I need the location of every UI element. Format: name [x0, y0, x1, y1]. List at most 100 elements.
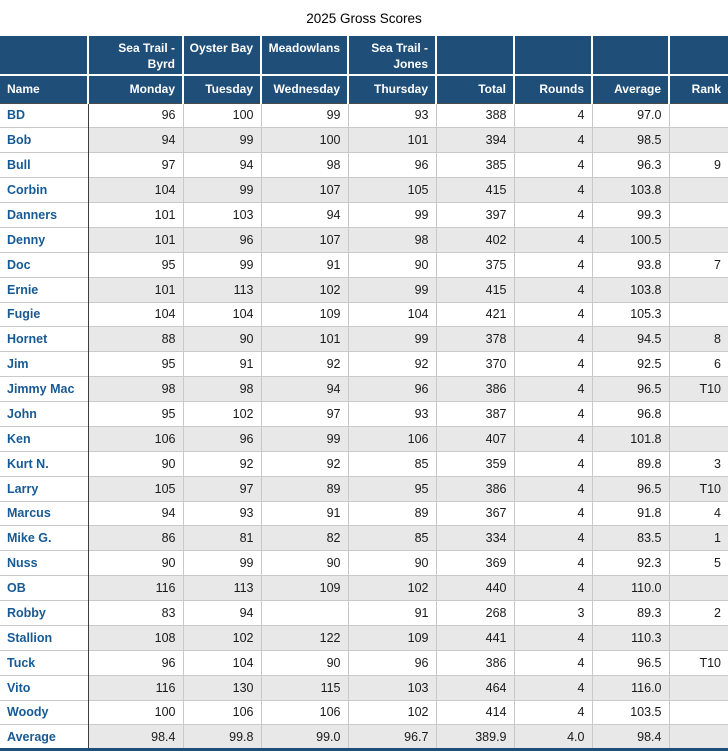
player-name-cell: Ernie: [0, 276, 89, 302]
rank-cell: [668, 102, 728, 128]
wednesday-score-cell: 92: [260, 351, 348, 377]
wednesday-score-cell: 109: [260, 301, 348, 327]
column-header-wednesday: Wednesday: [260, 75, 348, 104]
rounds-cell: 4: [513, 276, 592, 302]
rank-cell: [668, 401, 728, 427]
rounds-cell: 4: [513, 674, 592, 700]
player-name-cell: Vito: [0, 674, 89, 700]
monday-score-cell: 108: [87, 624, 183, 651]
tuesday-score-cell: 104: [182, 301, 261, 327]
total-cell: 415: [435, 276, 514, 302]
monday-score-cell: 90: [87, 450, 183, 477]
course-header-oyster-bay: Oyster Bay: [182, 36, 261, 76]
player-name-cell: Tuck: [0, 649, 89, 676]
average-cell: 110.0: [591, 575, 669, 601]
wednesday-score-cell: 98: [260, 152, 348, 178]
thursday-score-cell: 99: [347, 326, 436, 352]
rank-cell: [668, 425, 728, 452]
total-cell: 415: [435, 177, 514, 203]
tuesday-score-cell: 90: [182, 326, 261, 352]
thursday-score-cell: 96.7: [347, 724, 436, 752]
tuesday-score-cell: 96: [182, 226, 261, 253]
thursday-score-cell: 103: [347, 674, 436, 700]
player-name-cell: Mike G.: [0, 525, 89, 551]
tuesday-score-cell: 99: [182, 550, 261, 576]
average-cell: 97.0: [591, 102, 669, 128]
rank-cell: [668, 127, 728, 153]
rank-cell: [668, 674, 728, 700]
course-header-sea-trail-jones: Sea Trail - Jones: [347, 36, 436, 76]
wednesday-score-cell: 99: [260, 425, 348, 452]
monday-score-cell: 94: [87, 127, 183, 153]
course-header-blank: [435, 36, 514, 76]
tuesday-score-cell: 103: [182, 202, 261, 228]
column-header-average: Average: [591, 75, 669, 104]
thursday-score-cell: 92: [347, 351, 436, 377]
rounds-cell: 4: [513, 525, 592, 551]
rounds-cell: 4: [513, 450, 592, 477]
column-header-rank: Rank: [668, 75, 728, 104]
monday-score-cell: 104: [87, 177, 183, 203]
rank-cell: [668, 202, 728, 228]
rank-cell: [668, 724, 728, 752]
rank-cell: [668, 575, 728, 601]
table-row: Jimmy Mac 98 98 94 96 386 4 96.5 T10: [0, 376, 728, 402]
wednesday-score-cell: [260, 600, 348, 626]
average-cell: 110.3: [591, 624, 669, 651]
table-row: Stallion 108 102 122 109 441 4 110.3: [0, 624, 728, 651]
rank-cell: 1: [668, 525, 728, 551]
average-cell: 91.8: [591, 500, 669, 526]
average-cell: 94.5: [591, 326, 669, 352]
wednesday-score-cell: 109: [260, 575, 348, 601]
player-name-cell: Robby: [0, 600, 89, 626]
player-name-cell: Jim: [0, 351, 89, 377]
column-header-name: Name: [0, 75, 88, 104]
column-header-thursday: Thursday: [347, 75, 436, 104]
monday-score-cell: 101: [87, 226, 183, 253]
rank-cell: 9: [668, 152, 728, 178]
table-body: BD 96 100 99 93 388 4 97.0 Bob 94 99 100…: [0, 102, 728, 752]
rounds-cell: 4: [513, 550, 592, 576]
total-cell: 386: [435, 376, 514, 402]
rank-cell: 5: [668, 550, 728, 576]
rank-cell: 8: [668, 326, 728, 352]
tuesday-score-cell: 93: [182, 500, 261, 526]
monday-score-cell: 97: [87, 152, 183, 178]
table-row: Marcus 94 93 91 89 367 4 91.8 4: [0, 500, 728, 526]
course-header-blank: [513, 36, 592, 76]
thursday-score-cell: 91: [347, 600, 436, 626]
rank-cell: T10: [668, 475, 728, 501]
rank-cell: [668, 699, 728, 725]
thursday-score-cell: 96: [347, 152, 436, 178]
thursday-score-cell: 96: [347, 649, 436, 676]
player-name-cell: Kurt N.: [0, 450, 89, 477]
monday-score-cell: 105: [87, 475, 183, 501]
average-cell: 96.5: [591, 649, 669, 676]
thursday-score-cell: 90: [347, 550, 436, 576]
rank-cell: 4: [668, 500, 728, 526]
wednesday-score-cell: 94: [260, 202, 348, 228]
rounds-cell: 4.0: [513, 724, 592, 752]
table-row: Bob 94 99 100 101 394 4 98.5: [0, 127, 728, 153]
table-row: Ernie 101 113 102 99 415 4 103.8: [0, 276, 728, 302]
table-row: Mike G. 86 81 82 85 334 4 83.5 1: [0, 525, 728, 551]
rank-cell: [668, 624, 728, 651]
rounds-cell: 4: [513, 152, 592, 178]
total-cell: 407: [435, 425, 514, 452]
player-name-cell: Marcus: [0, 500, 89, 526]
average-cell: 116.0: [591, 674, 669, 700]
tuesday-score-cell: 91: [182, 351, 261, 377]
average-cell: 99.3: [591, 202, 669, 228]
monday-score-cell: 90: [87, 550, 183, 576]
rounds-cell: 4: [513, 127, 592, 153]
total-cell: 375: [435, 251, 514, 278]
rounds-cell: 4: [513, 326, 592, 352]
thursday-score-cell: 89: [347, 500, 436, 526]
rounds-cell: 4: [513, 251, 592, 278]
thursday-score-cell: 109: [347, 624, 436, 651]
total-cell: 394: [435, 127, 514, 153]
column-header-tuesday: Tuesday: [182, 75, 261, 104]
table-row: Vito 116 130 115 103 464 4 116.0: [0, 674, 728, 700]
wednesday-score-cell: 99: [260, 102, 348, 128]
course-header-blank: [0, 36, 88, 76]
